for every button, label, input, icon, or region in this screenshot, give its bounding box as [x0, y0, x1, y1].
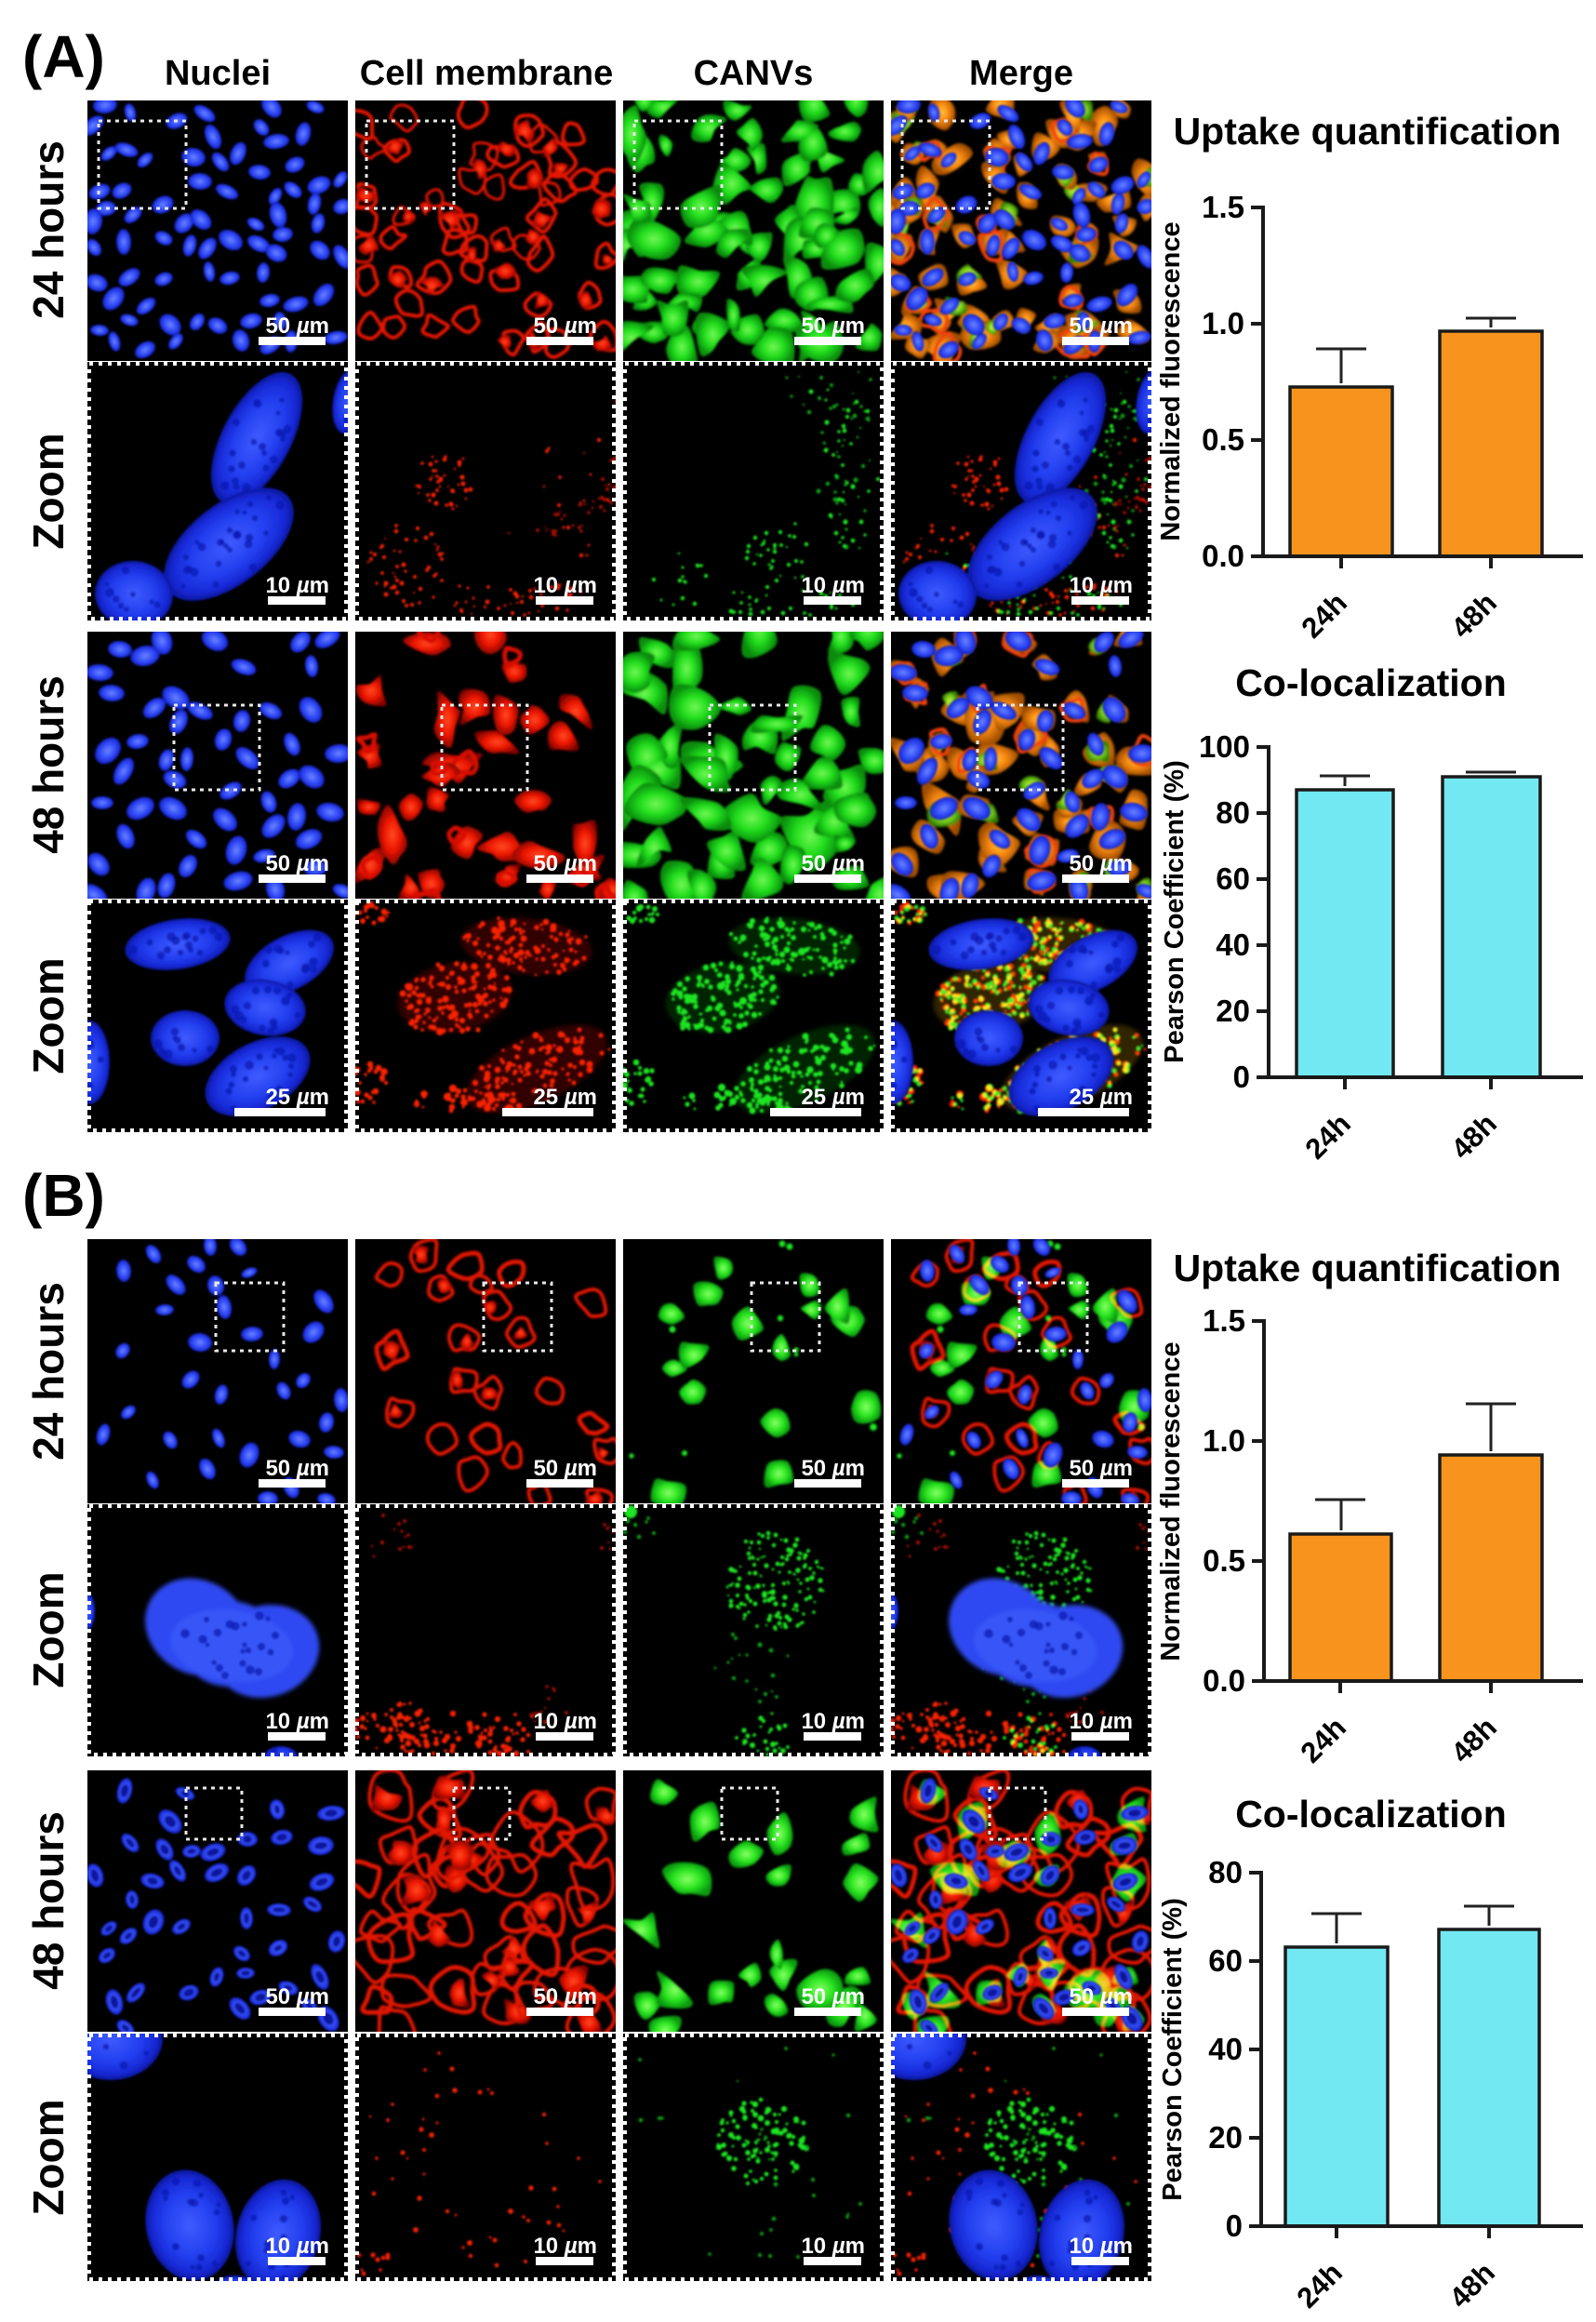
svg-text:25 µm: 25 µm [1069, 1085, 1133, 1110]
svg-text:24h: 24h [1294, 1711, 1352, 1769]
svg-text:40: 40 [1208, 2032, 1243, 2066]
svg-text:40: 40 [1216, 927, 1250, 962]
svg-text:Pearson Coefficient (%): Pearson Coefficient (%) [1160, 760, 1190, 1063]
svg-text:48h: 48h [1443, 2256, 1501, 2315]
svg-text:1.5: 1.5 [1203, 1303, 1245, 1338]
svg-text:0.0: 0.0 [1202, 539, 1244, 573]
svg-text:80: 80 [1216, 795, 1250, 830]
svg-text:20: 20 [1216, 994, 1250, 1028]
svg-text:25 µm: 25 µm [801, 1085, 865, 1110]
svg-text:0: 0 [1226, 2209, 1243, 2243]
svg-text:0.0: 0.0 [1203, 1663, 1245, 1698]
svg-text:10 µm: 10 µm [265, 573, 329, 598]
svg-text:50 µm: 50 µm [533, 1456, 597, 1481]
svg-text:1.0: 1.0 [1202, 306, 1244, 340]
svg-text:Uptake quantification: Uptake quantification [1174, 1247, 1562, 1289]
svg-text:50 µm: 50 µm [265, 314, 329, 339]
svg-text:10 µm: 10 µm [533, 573, 597, 598]
svg-text:50 µm: 50 µm [265, 851, 329, 876]
svg-text:50 µm: 50 µm [1069, 851, 1133, 876]
svg-text:0.5: 0.5 [1202, 422, 1244, 457]
svg-text:60: 60 [1208, 1943, 1243, 1978]
svg-text:48h: 48h [1444, 1107, 1503, 1166]
svg-text:10 µm: 10 µm [1069, 573, 1133, 598]
svg-text:48h: 48h [1444, 1711, 1503, 1769]
svg-text:24h: 24h [1290, 2256, 1349, 2315]
svg-text:50 µm: 50 µm [533, 314, 597, 339]
svg-text:0.5: 0.5 [1203, 1543, 1245, 1578]
svg-text:1.5: 1.5 [1202, 190, 1244, 224]
svg-text:Pearson Coefficient (%): Pearson Coefficient (%) [1158, 1898, 1188, 2201]
svg-text:10 µm: 10 µm [801, 573, 865, 598]
svg-text:50 µm: 50 µm [801, 851, 865, 876]
svg-text:48h: 48h [1444, 586, 1503, 645]
svg-text:Co-localization: Co-localization [1235, 1793, 1507, 1835]
svg-text:1.0: 1.0 [1203, 1423, 1245, 1458]
svg-text:Uptake quantification: Uptake quantification [1174, 110, 1562, 153]
svg-text:50 µm: 50 µm [801, 314, 865, 339]
svg-text:Normalized fluorescence: Normalized fluorescence [1156, 1341, 1186, 1661]
svg-text:60: 60 [1216, 861, 1250, 896]
svg-text:Co-localization: Co-localization [1235, 661, 1507, 704]
svg-text:24h: 24h [1295, 586, 1353, 645]
svg-text:20: 20 [1208, 2120, 1243, 2155]
svg-text:50 µm: 50 µm [1069, 314, 1133, 339]
svg-text:50 µm: 50 µm [801, 1456, 865, 1481]
svg-text:80: 80 [1208, 1855, 1243, 1889]
svg-text:24h: 24h [1298, 1107, 1357, 1166]
svg-text:Normalized fluorescence: Normalized fluorescence [1156, 221, 1186, 540]
svg-text:50 µm: 50 µm [265, 1456, 329, 1481]
svg-text:0: 0 [1233, 1060, 1250, 1094]
svg-text:25 µm: 25 µm [265, 1085, 329, 1110]
svg-text:100: 100 [1199, 729, 1250, 764]
svg-text:50 µm: 50 µm [533, 851, 597, 876]
svg-text:25 µm: 25 µm [533, 1085, 597, 1110]
